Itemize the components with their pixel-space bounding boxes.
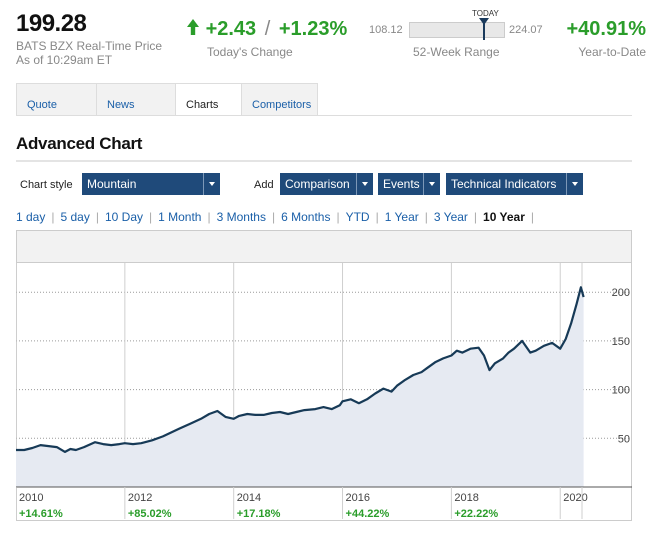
quote-tabs: Quote News Charts Competitors [16,83,318,116]
range-today-label: TODAY [472,9,499,18]
period-3-year[interactable]: 3 Year [433,210,468,224]
tab-charts[interactable]: Charts [175,83,241,116]
add-label: Add [254,179,274,191]
price-line [16,286,585,453]
todays-change: +2.43 / +1.23% [186,18,347,41]
period-divider: | [336,210,340,224]
period-10-year[interactable]: 10 Year [483,210,525,224]
period-divider: | [530,210,534,224]
events-label: Events [383,177,420,191]
ytd-label: Year-to-Date [578,45,646,59]
year-label: 2012 [128,492,152,504]
period-ytd[interactable]: YTD [345,210,370,224]
section-divider [16,160,632,162]
range-high: 224.07 [509,24,543,36]
range-label: 52-Week Range [413,45,500,59]
y-tick-label: 150 [612,336,630,348]
tab-quote[interactable]: Quote [16,83,96,116]
arrow-up-icon [187,19,199,35]
chevron-down-icon [566,173,583,195]
period-divider: | [207,210,211,224]
change-percent: +1.23% [278,18,348,40]
comparison-label: Comparison [285,177,350,191]
year-label: 2010 [19,492,43,504]
period-selector: 1 day | 5 day | 10 Day | 1 Month | 3 Months |… [16,210,540,224]
range-today-marker [483,18,485,40]
quote-header: 199.28 BATS BZX Real-Time Price As of 10… [0,0,656,80]
year-return-label: +14.61% [19,508,63,520]
chart-container [16,230,632,521]
change-absolute: +2.43 [205,18,257,40]
tab-divider [16,115,632,116]
range-marker-icon [479,18,489,25]
ytd-value: +40.91% [566,18,646,40]
range-low: 108.12 [369,24,403,36]
period-6-months[interactable]: 6 Months [281,210,331,224]
chart-toolbar [17,231,631,263]
comparison-select[interactable]: Comparison [280,173,373,195]
period-5-day[interactable]: 5 day [60,210,90,224]
chart-style-value: Mountain [87,177,137,191]
section-title: Advanced Chart [16,134,143,153]
year-return-label: +17.18% [237,508,281,520]
year-label: 2020 [563,492,587,504]
exchange-info: BATS BZX Real-Time Price As of 10:29am E… [16,39,162,67]
y-tick-label: 50 [618,433,630,445]
period-1-year[interactable]: 1 Year [384,210,419,224]
period-10-day[interactable]: 10 Day [104,210,143,224]
period-1-day[interactable]: 1 day [16,210,46,224]
chart-style-select[interactable]: Mountain [82,173,220,195]
period-divider: | [149,210,153,224]
chart-style-label: Chart style [20,179,73,191]
price-area [16,287,584,487]
period-divider: | [95,210,99,224]
year-return-label: +22.22% [454,508,498,520]
period-divider: | [51,210,55,224]
y-tick-label: 200 [612,287,630,299]
period-divider: | [473,210,478,224]
technical-indicators-label: Technical Indicators [451,177,557,191]
period-divider: | [424,210,428,224]
last-price: 199.28 [16,10,87,37]
period-divider: | [271,210,276,224]
tab-news[interactable]: News [96,83,175,116]
chevron-down-icon [423,173,440,195]
chevron-down-icon [356,173,373,195]
period-1-month[interactable]: 1 Month [158,210,202,224]
year-return-label: +85.02% [128,508,172,520]
tab-competitors[interactable]: Competitors [241,83,318,116]
chevron-down-icon [203,173,220,195]
as-of-time: As of 10:29am ET [16,53,113,67]
change-separator: / [264,18,271,40]
period-3-months[interactable]: 3 Months [216,210,266,224]
events-select[interactable]: Events [378,173,440,195]
technical-indicators-select[interactable]: Technical Indicators [446,173,583,195]
y-tick-label: 100 [612,385,630,397]
year-label: 2014 [237,492,261,504]
period-divider: | [375,210,379,224]
year-label: 2018 [454,492,478,504]
year-label: 2016 [346,492,370,504]
year-return-label: +44.22% [346,508,390,520]
change-label: Today's Change [207,45,293,59]
range-bar [409,22,505,38]
exchange-line: BATS BZX Real-Time Price [16,39,163,53]
price-chart[interactable]: 50 100 150 200 2010 +14.61% 2012 +85.02% 2014 +17… [16,263,632,521]
